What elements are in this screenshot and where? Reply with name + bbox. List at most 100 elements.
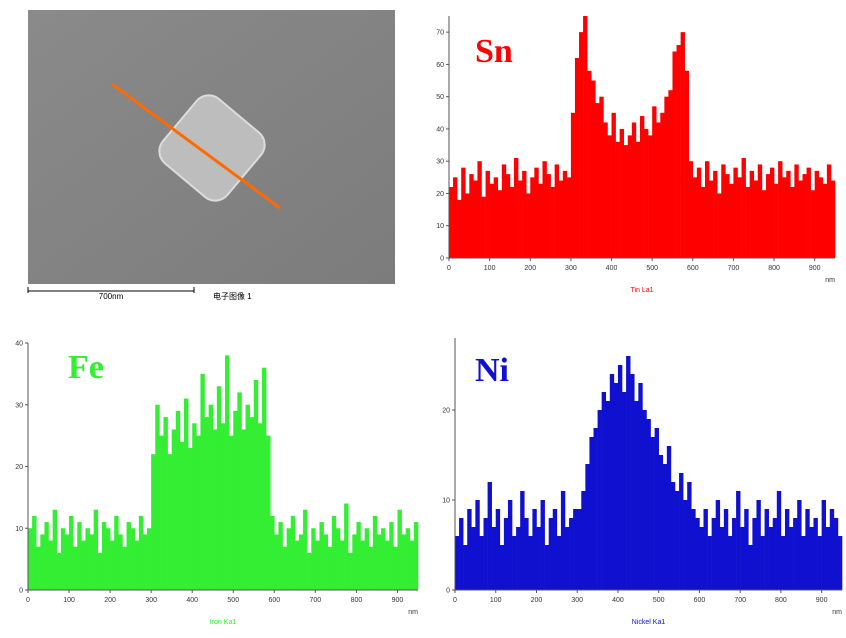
bar xyxy=(286,528,292,590)
bar xyxy=(397,509,402,590)
x-unit: nm xyxy=(825,277,835,284)
bar xyxy=(509,187,515,258)
bar xyxy=(409,540,415,590)
bar xyxy=(656,122,661,258)
bar xyxy=(528,536,533,590)
sem-image: 700nm 电子图像 1 xyxy=(27,10,395,301)
x-tick-label: 500 xyxy=(653,597,665,604)
bar xyxy=(599,96,604,259)
bar xyxy=(497,190,503,258)
x-tick-label: 600 xyxy=(694,597,706,604)
y-tick-label: 10 xyxy=(15,526,23,533)
bar xyxy=(817,536,822,590)
bar xyxy=(613,383,619,590)
bar xyxy=(459,518,464,590)
bar xyxy=(829,509,835,590)
y-tick-label: 30 xyxy=(15,402,23,409)
bar xyxy=(520,491,525,590)
bar xyxy=(797,500,802,590)
bar xyxy=(192,423,197,590)
bar xyxy=(789,527,794,590)
bar xyxy=(753,180,759,258)
bar xyxy=(548,518,554,590)
bar xyxy=(658,455,664,590)
bar xyxy=(573,509,578,590)
bar xyxy=(196,435,201,590)
bar xyxy=(717,193,722,258)
bar xyxy=(106,528,111,590)
bar xyxy=(184,398,189,590)
bar xyxy=(715,500,721,590)
bar xyxy=(668,90,673,258)
bar xyxy=(455,536,460,590)
x-tick-label: 900 xyxy=(816,597,828,604)
bar xyxy=(615,141,620,258)
bar xyxy=(736,491,741,590)
particle xyxy=(158,94,266,202)
bar xyxy=(413,522,419,590)
bar xyxy=(60,528,66,590)
x-tick-label: 0 xyxy=(26,597,30,604)
bar xyxy=(609,374,615,590)
bar xyxy=(814,170,820,258)
bar xyxy=(481,196,486,258)
bar xyxy=(483,518,488,590)
bar xyxy=(732,518,737,590)
x-tick-label: 600 xyxy=(687,265,699,272)
bar xyxy=(475,500,480,590)
bar xyxy=(837,536,843,590)
bar xyxy=(674,491,680,590)
bar xyxy=(485,170,490,258)
bar xyxy=(507,500,513,590)
bar xyxy=(282,546,287,590)
bar xyxy=(499,545,505,590)
bar xyxy=(393,546,398,590)
bar xyxy=(757,164,763,258)
bar xyxy=(81,540,86,590)
bar xyxy=(534,167,539,258)
bar xyxy=(376,534,382,590)
bar xyxy=(518,180,523,258)
bar xyxy=(401,534,406,590)
bar xyxy=(672,51,677,258)
bar xyxy=(782,177,787,258)
bar xyxy=(794,164,799,258)
x-tick-label: 200 xyxy=(104,597,116,604)
bar xyxy=(631,122,637,258)
y-tick-label: 0 xyxy=(446,588,450,595)
bar xyxy=(360,540,365,590)
bar xyxy=(583,16,588,258)
bar xyxy=(311,528,316,590)
bar xyxy=(372,515,378,590)
bar xyxy=(688,161,694,258)
bar xyxy=(130,528,136,590)
bar xyxy=(642,410,647,590)
bar xyxy=(514,157,519,258)
y-tick-label: 10 xyxy=(442,498,450,505)
bar xyxy=(564,527,570,590)
bar xyxy=(229,435,234,590)
bar xyxy=(167,454,172,590)
bar xyxy=(752,518,757,590)
chart-title: Sn xyxy=(475,33,513,70)
y-tick-label: 30 xyxy=(436,159,444,166)
bar xyxy=(471,527,476,590)
bar xyxy=(562,170,568,258)
bar xyxy=(577,509,582,590)
bar xyxy=(126,522,131,590)
bar xyxy=(503,518,509,590)
bar xyxy=(491,527,497,590)
bar xyxy=(778,161,783,258)
bar xyxy=(826,164,832,258)
bar xyxy=(764,509,769,590)
bar xyxy=(595,103,600,259)
bar xyxy=(241,429,246,590)
bar xyxy=(627,135,633,258)
bar xyxy=(639,116,645,258)
bar xyxy=(389,522,394,590)
y-tick-label: 40 xyxy=(436,126,444,133)
bar xyxy=(680,32,685,259)
bar xyxy=(381,528,386,590)
bar xyxy=(453,177,458,258)
